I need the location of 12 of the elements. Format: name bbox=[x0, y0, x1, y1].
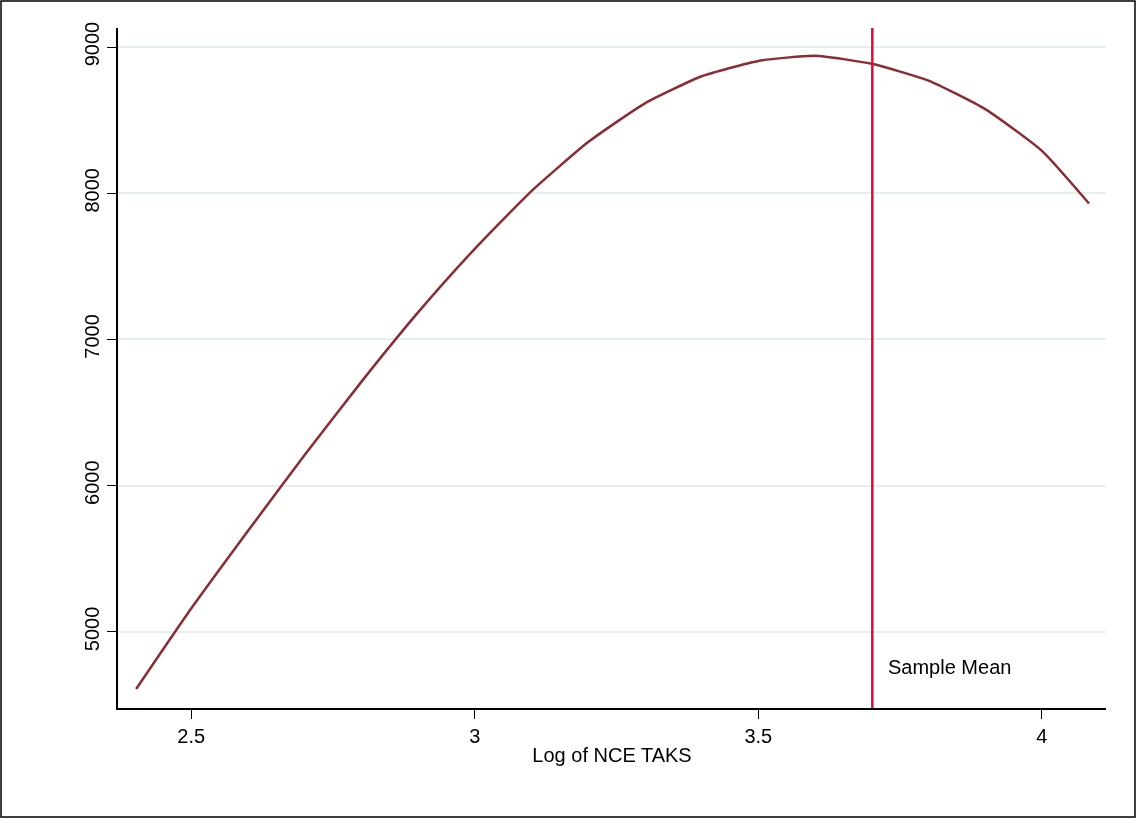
x-tick-label: 3 bbox=[469, 724, 481, 747]
x-tick-label: 2.5 bbox=[177, 724, 206, 747]
ref-line-label: Sample Mean bbox=[888, 656, 1012, 678]
y-tick-label: 9000 bbox=[81, 21, 104, 67]
y-tick-label: 6000 bbox=[81, 460, 104, 505]
x-tick-label: 4 bbox=[1036, 724, 1048, 747]
y-tick-label: 5000 bbox=[81, 606, 104, 652]
y-tick-label: 7000 bbox=[81, 314, 104, 359]
x-tick-label: 3.5 bbox=[744, 724, 773, 747]
x-axis-title: Log of NCE TAKS bbox=[532, 743, 692, 766]
line-series bbox=[134, 54, 1091, 691]
y-tick-label: 8000 bbox=[81, 168, 104, 213]
